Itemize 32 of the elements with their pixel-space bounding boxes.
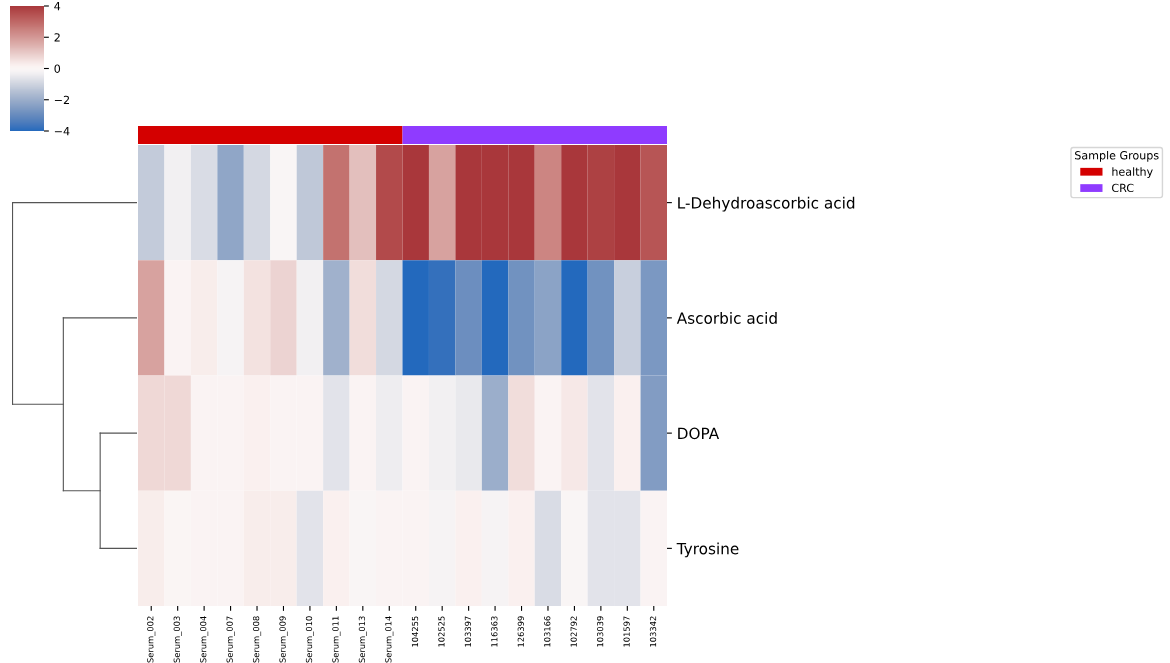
color-bar-label: −4: [54, 127, 70, 136]
legend-label: CRC: [1112, 183, 1134, 193]
color-bar-label: 4: [54, 2, 61, 11]
y-tick-label: L-Dehydroascorbic acid: [678, 196, 855, 212]
color-bar-label: 0: [54, 64, 61, 73]
x-tick-label: Serum_004: [200, 616, 209, 663]
x-tick-label: Serum_003: [173, 616, 182, 663]
x-tick-label: 104255: [411, 616, 419, 647]
x-tick-label: Serum_008: [252, 616, 262, 663]
y-tick-label: Ascorbic acid: [676, 312, 777, 324]
x-tick-label: 103342: [649, 616, 657, 647]
x-tick-label: Serum_007: [226, 616, 235, 663]
legend-label: healthy: [1112, 167, 1153, 178]
y-tick-label: DOPA: [678, 427, 720, 440]
color-bar-label: 2: [54, 33, 60, 42]
x-tick-label: Serum_011: [332, 616, 341, 663]
x-tick-label: Serum_014: [385, 616, 394, 663]
x-tick-label: Serum_002: [147, 616, 156, 663]
x-tick-label: Serum_009: [279, 616, 288, 663]
x-tick-label: 102525: [438, 616, 445, 647]
x-tick-label: 116363: [491, 616, 498, 647]
x-tick-label: 103039: [596, 616, 604, 647]
x-tick-label: Serum_013: [358, 616, 367, 663]
x-tick-label: 126399: [517, 616, 524, 647]
x-tick-label: 103397: [464, 616, 472, 647]
x-tick-label: Serum_010: [305, 616, 314, 663]
legend-title: Sample Groups: [1075, 150, 1159, 162]
x-tick-label: 102792: [570, 616, 577, 647]
color-bar-label: −2: [54, 95, 69, 104]
y-tick-label: Tyrosine: [676, 542, 739, 558]
x-tick-label: 103166: [544, 616, 551, 647]
x-tick-label: 101597: [623, 616, 630, 647]
